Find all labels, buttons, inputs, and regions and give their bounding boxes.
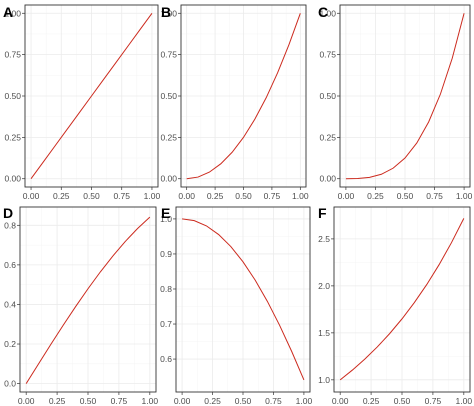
- y-tick-label: 0.25: [160, 132, 177, 142]
- x-tick-label: 0.75: [265, 396, 282, 406]
- panel-b: 0.00 0.25 0.50 0.75 1.00 0.00 0.25 0.50 0.75 1.00…: [160, 4, 308, 201]
- x-tick-label: 1.00: [142, 396, 159, 406]
- panel-label: E: [161, 205, 170, 221]
- y-tick-label: 1.5: [318, 328, 330, 338]
- x-tick-label: 0.50: [394, 396, 411, 406]
- panel-label: D: [3, 205, 13, 221]
- panel-label: B: [161, 4, 171, 20]
- panel-c: 0.00 0.25 0.50 0.75 1.00 0.00 0.25 0.50 0.75 1.00…: [318, 4, 473, 201]
- x-tick-label: 0.50: [397, 191, 414, 201]
- panel-border: [175, 206, 311, 393]
- y-tick-label: 0.50: [160, 91, 177, 101]
- panel-border: [24, 4, 159, 188]
- y-tick-label: 0.00: [4, 174, 21, 184]
- x-tick-label: 0.75: [111, 396, 128, 406]
- x-tick-label: 0.75: [425, 396, 442, 406]
- data-line: [25, 216, 151, 384]
- y-tick-label: 1.00: [160, 8, 177, 18]
- x-tick-label: 1.00: [456, 191, 473, 201]
- x-tick-label: 0.00: [18, 396, 35, 406]
- panel-border: [19, 206, 157, 393]
- x-tick-label: 0.50: [83, 191, 100, 201]
- panel-label: F: [318, 205, 327, 221]
- x-tick-label: 0.25: [207, 191, 224, 201]
- panel-f: 0.00 0.25 0.50 0.75 1.00 1.0 1.5 2.0 2.5 F: [318, 205, 472, 406]
- y-tick-label: 2.5: [318, 234, 330, 244]
- x-tick-label: 0.00: [178, 191, 195, 201]
- panel-border: [333, 206, 471, 393]
- x-tick-label: 0.25: [53, 191, 70, 201]
- y-tick-label: 1.00: [319, 8, 336, 18]
- y-tick-label: 0.9: [160, 249, 172, 259]
- data-line: [345, 13, 465, 180]
- y-tick-label: 0.6: [160, 354, 172, 364]
- y-tick-label: 0.8: [4, 220, 16, 230]
- y-tick-label: 0.75: [160, 50, 177, 60]
- panel-d: 0.00 0.25 0.50 0.75 1.00 0.0 0.2 0.4 0.6 0.8D: [3, 205, 158, 406]
- y-tick-label: 0.75: [319, 50, 336, 60]
- x-tick-label: 0.25: [49, 396, 66, 406]
- y-tick-label: 0.25: [319, 132, 336, 142]
- y-tick-label: 0.50: [4, 91, 21, 101]
- y-tick-label: 0.00: [319, 174, 336, 184]
- x-tick-label: 0.50: [80, 396, 97, 406]
- x-tick-label: 0.75: [426, 191, 443, 201]
- y-tick-label: 0.25: [4, 132, 21, 142]
- y-tick-label: 0.0: [4, 379, 16, 389]
- data-line: [182, 218, 305, 381]
- x-tick-label: 1.00: [456, 396, 473, 406]
- data-line: [186, 13, 301, 180]
- y-tick-label: 0.4: [4, 299, 16, 309]
- x-tick-label: 0.00: [174, 396, 191, 406]
- y-tick-label: 0.00: [160, 174, 177, 184]
- x-tick-label: 0.25: [367, 191, 384, 201]
- y-tick-label: 1.00: [4, 8, 21, 18]
- data-line: [339, 218, 465, 381]
- panel-label: A: [3, 4, 13, 20]
- x-tick-label: 1.00: [296, 396, 313, 406]
- x-tick-label: 1.00: [292, 191, 309, 201]
- y-tick-label: 0.7: [160, 319, 172, 329]
- panel-a: 0.00 0.25 0.50 0.75 1.00 0.00 0.25 0.50 0.75 1.00…: [3, 4, 160, 201]
- x-tick-label: 0.50: [235, 396, 252, 406]
- panel-e: 0.00 0.25 0.50 0.75 1.00 0.6 0.7 0.8 0.9 1.0E: [160, 205, 312, 406]
- x-tick-label: 0.00: [23, 191, 40, 201]
- x-tick-label: 0.75: [113, 191, 130, 201]
- panel-label: C: [318, 4, 328, 20]
- x-tick-label: 0.25: [204, 396, 221, 406]
- x-tick-label: 0.00: [332, 396, 349, 406]
- y-tick-label: 1.0: [318, 375, 330, 385]
- x-tick-label: 1.00: [144, 191, 161, 201]
- y-tick-label: 0.6: [4, 260, 16, 270]
- panel-border: [339, 4, 471, 188]
- x-tick-label: 0.75: [264, 191, 281, 201]
- x-tick-label: 0.25: [363, 396, 380, 406]
- x-tick-label: 0.00: [338, 191, 355, 201]
- y-tick-label: 2.0: [318, 281, 330, 291]
- x-tick-label: 0.50: [235, 191, 252, 201]
- y-tick-label: 0.50: [319, 91, 336, 101]
- y-tick-label: 0.2: [4, 339, 16, 349]
- y-tick-label: 0.75: [4, 50, 21, 60]
- y-tick-label: 0.8: [160, 284, 172, 294]
- panel-border: [180, 4, 307, 188]
- y-tick-label: 1.0: [160, 214, 172, 224]
- data-line: [30, 12, 153, 180]
